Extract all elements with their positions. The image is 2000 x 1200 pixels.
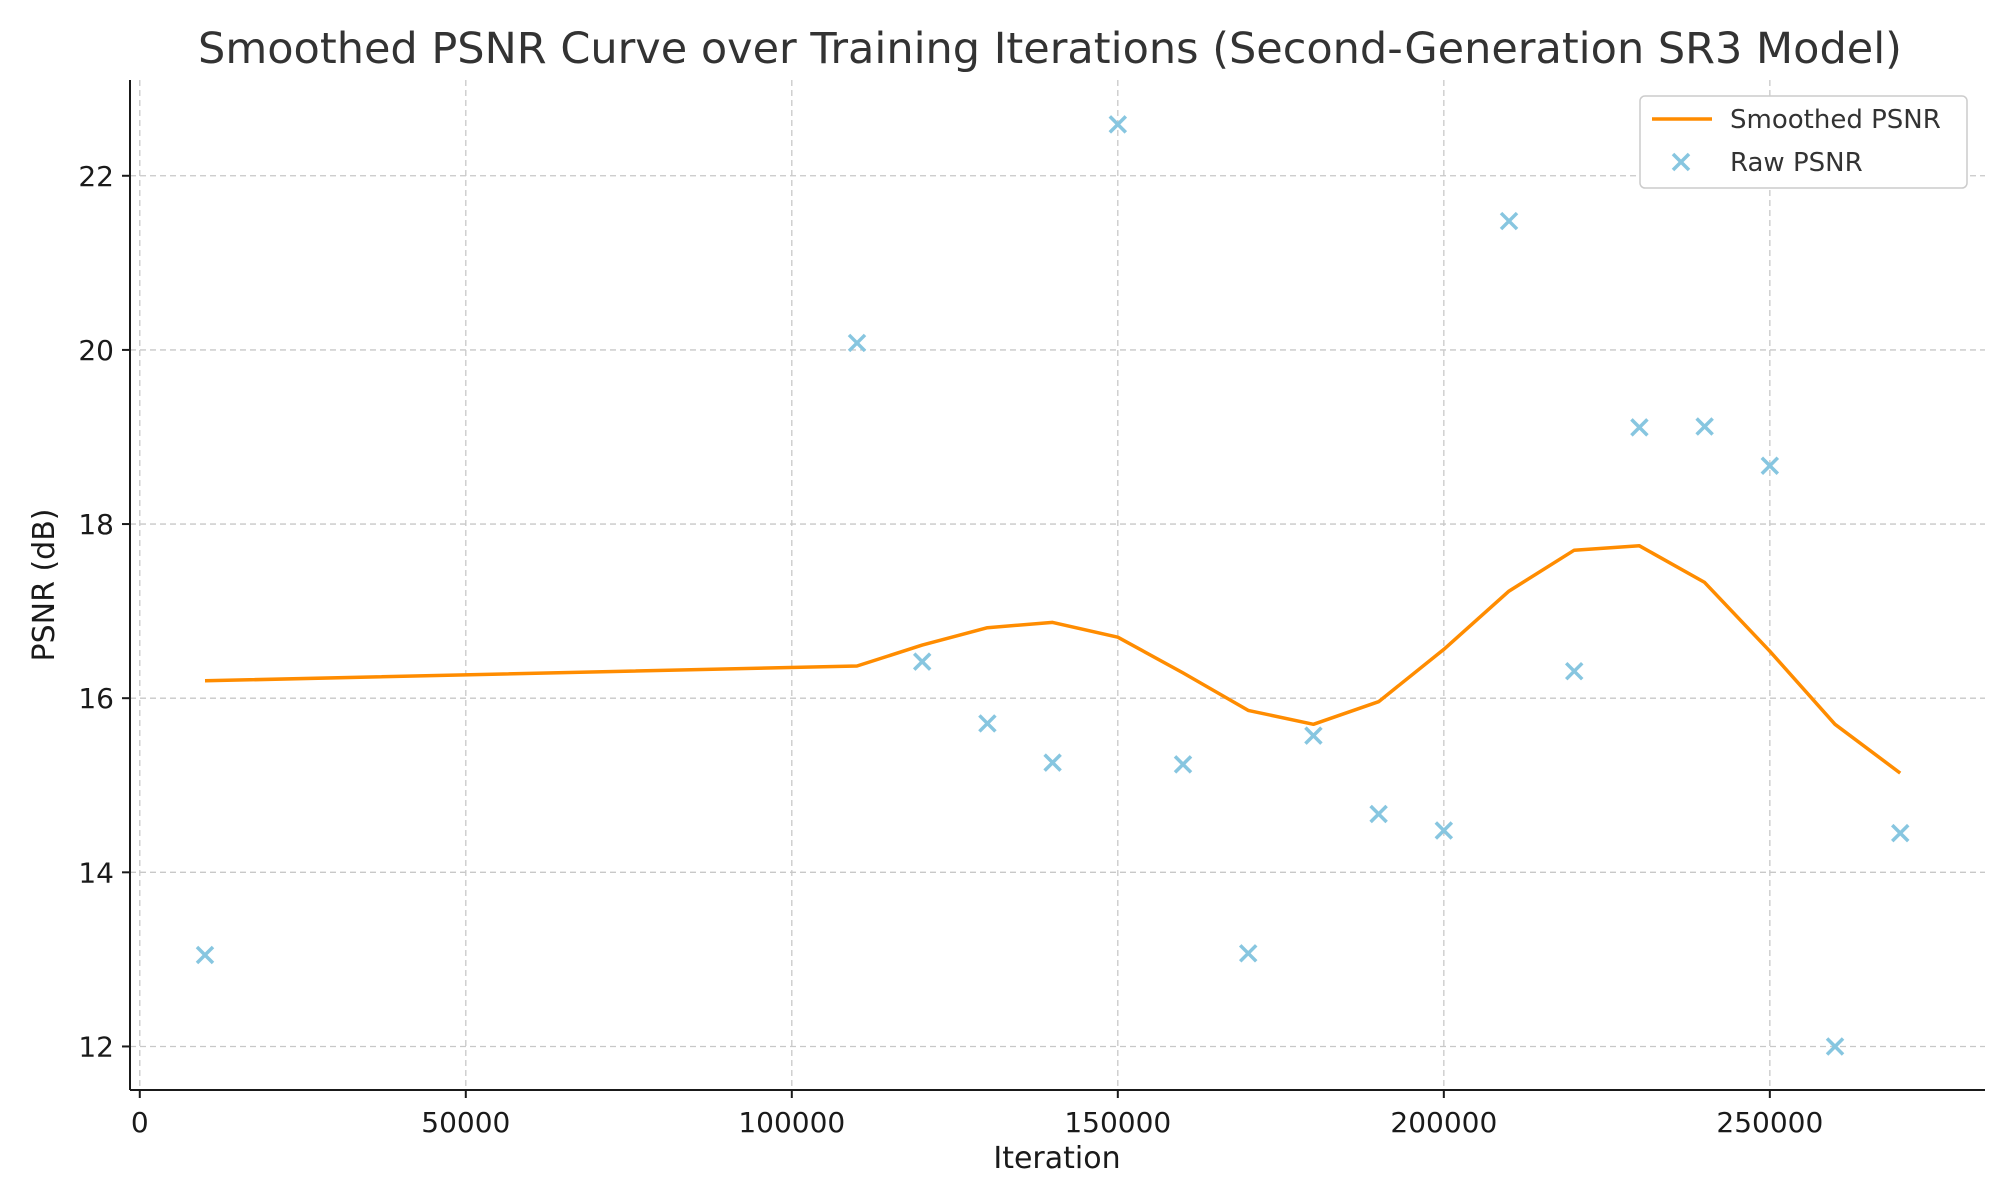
raw-psnr-point (1369, 804, 1388, 824)
chart-title: Smoothed PSNR Curve over Training Iterat… (198, 24, 1902, 74)
x-tick-label: 100000 (738, 1106, 845, 1139)
x-tick-label: 0 (131, 1106, 149, 1139)
legend-label-smoothed-psnr: Smoothed PSNR (1730, 105, 1941, 135)
raw-psnr-point (1173, 755, 1193, 774)
y-tick-label: 22 (78, 160, 114, 193)
y-tick-label: 20 (78, 334, 114, 367)
x-tick-label: 50000 (421, 1106, 510, 1139)
legend-swatch-raw-psnr (1671, 152, 1691, 172)
x-tick-label: 250000 (1716, 1106, 1823, 1139)
series-line-smoothed-psnr (204, 544, 1902, 775)
x-tick-label: 200000 (1390, 1106, 1497, 1139)
y-axis-ticks: 12 14 16 18 20 22 (78, 160, 130, 1063)
raw-psnr-point (1825, 1037, 1845, 1056)
legend-box (1639, 95, 1968, 189)
raw-psnr-point (1499, 211, 1519, 231)
x-tick-label: 150000 (1064, 1106, 1171, 1139)
y-tick-label: 18 (78, 508, 114, 541)
raw-psnr-point (1108, 115, 1128, 134)
raw-psnr-point (1564, 661, 1584, 681)
x-axis-label: Iteration (993, 1141, 1120, 1176)
y-tick-label: 12 (78, 1030, 114, 1063)
legend: Smoothed PSNR Raw PSNR (1639, 95, 1968, 189)
legend-label-raw-psnr: Raw PSNR (1730, 148, 1863, 178)
x-axis-ticks: 0 50000 100000 150000 200000 250000 (131, 1090, 1823, 1139)
raw-psnr-point (1304, 726, 1323, 745)
raw-psnr-point (1043, 753, 1062, 772)
raw-psnr-point (1630, 418, 1649, 437)
raw-psnr-point (912, 652, 932, 671)
raw-psnr-point (1238, 944, 1258, 963)
raw-psnr-point (847, 333, 867, 353)
raw-psnr-point (1760, 456, 1780, 475)
raw-psnr-point (1434, 821, 1454, 840)
y-tick-label: 14 (78, 856, 114, 889)
raw-psnr-point (195, 945, 215, 965)
raw-psnr-point (978, 714, 997, 733)
series-layer (195, 115, 1910, 1056)
raw-psnr-point (1695, 417, 1714, 436)
y-tick-label: 16 (78, 682, 114, 715)
axes (129, 80, 1985, 1091)
raw-psnr-point (1890, 823, 1910, 843)
y-axis-label: PSNR (dB) (27, 509, 62, 662)
